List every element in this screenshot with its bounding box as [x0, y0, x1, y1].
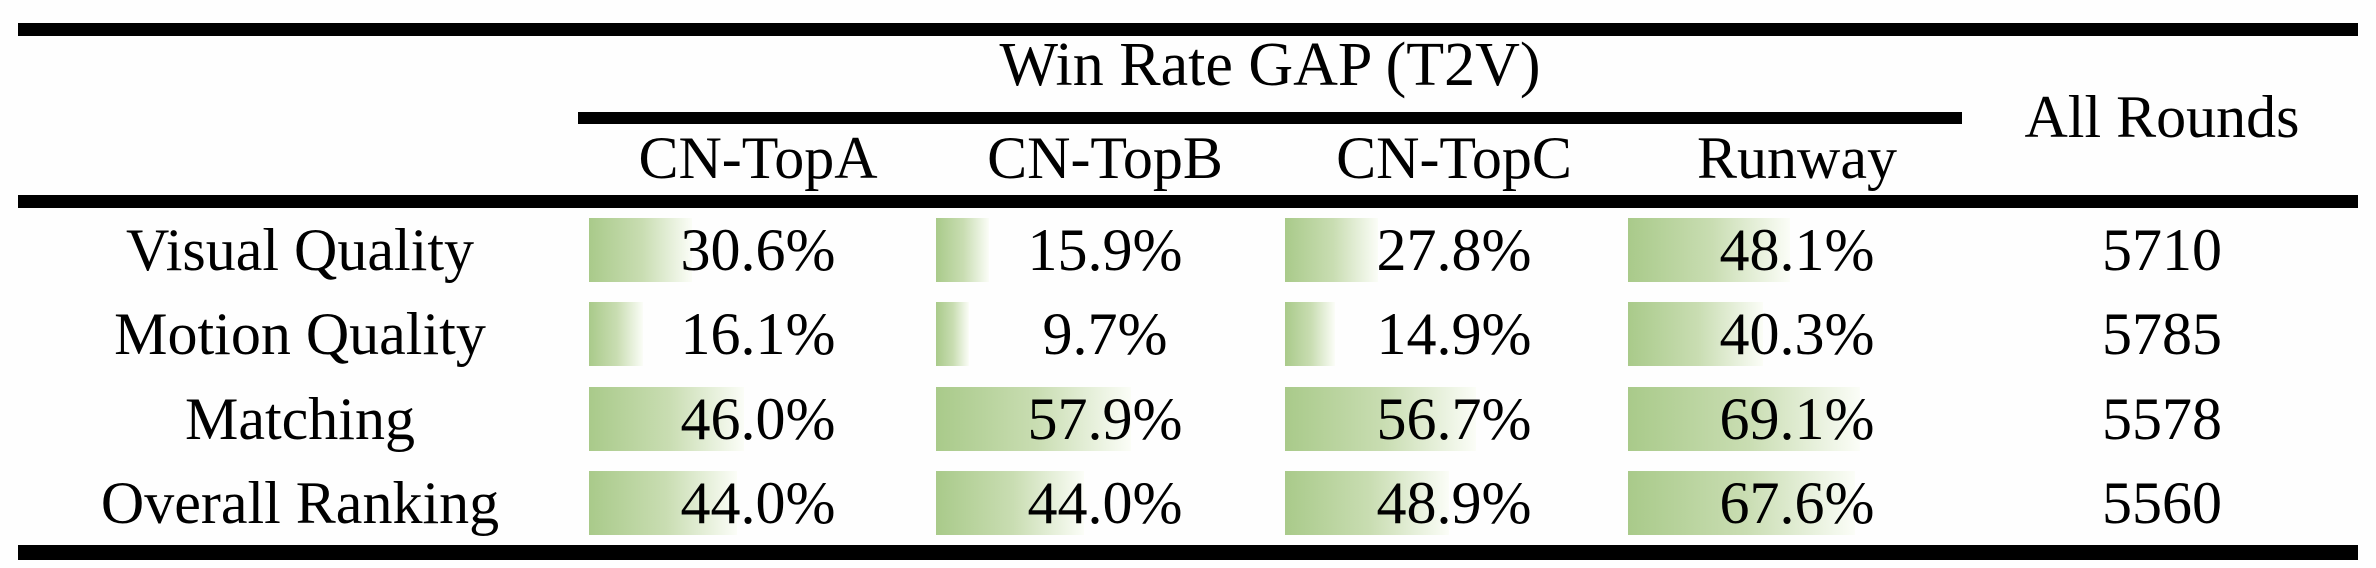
gap-cell: 40.3%	[1628, 292, 1966, 376]
gap-cell: 67.6%	[1628, 461, 1966, 545]
win-rate-bar	[936, 471, 1084, 535]
column-group-title: Win Rate GAP (T2V)	[999, 31, 1541, 99]
table-bottom-rule	[18, 545, 2358, 560]
gap-cell: 69.1%	[1628, 377, 1966, 461]
gap-cell: 48.1%	[1628, 208, 1966, 292]
gap-cell: 57.9%	[936, 377, 1274, 461]
gap-cell: 16.1%	[589, 292, 927, 376]
column-header-cn-topc: CN-TopC	[1336, 125, 1572, 191]
table-row: Visual Quality 30.6% 15.9% 27.8% 48.1% 5…	[0, 208, 2376, 292]
table-row: Motion Quality 16.1% 9.7% 14.9% 40.3% 57…	[0, 292, 2376, 376]
all-rounds-value: 5578	[2102, 385, 2222, 452]
win-rate-bar	[589, 387, 744, 451]
row-label: Overall Ranking	[100, 469, 500, 536]
gap-value: 48.9%	[1376, 469, 1532, 536]
all-rounds-value: 5785	[2102, 300, 2222, 367]
win-rate-bar	[589, 471, 737, 535]
win-rate-bar	[1628, 218, 1790, 282]
gap-value: 9.7%	[1042, 300, 1168, 367]
gap-value: 44.0%	[1027, 469, 1183, 536]
gap-cell: 27.8%	[1285, 208, 1623, 292]
gap-value: 16.1%	[680, 300, 836, 367]
row-label: Motion Quality	[114, 300, 486, 367]
column-header-cn-topb: CN-TopB	[987, 125, 1223, 191]
column-group-underline-rule	[578, 112, 1962, 124]
win-rate-bar	[1628, 302, 1764, 366]
win-rate-bar	[589, 218, 692, 282]
gap-value: 48.1%	[1719, 216, 1875, 283]
win-rate-bar	[1628, 387, 1861, 451]
row-label: Visual Quality	[125, 216, 475, 283]
gap-value: 14.9%	[1376, 300, 1532, 367]
gap-value: 27.8%	[1376, 216, 1532, 283]
gap-value: 46.0%	[680, 385, 836, 452]
gap-value: 44.0%	[680, 469, 836, 536]
gap-value: 15.9%	[1027, 216, 1183, 283]
win-rate-bar	[1285, 387, 1476, 451]
gap-value: 30.6%	[680, 216, 836, 283]
win-rate-bar	[589, 302, 644, 366]
gap-value: 67.6%	[1719, 469, 1875, 536]
gap-cell: 44.0%	[936, 461, 1274, 545]
header-separator-rule	[18, 195, 2358, 208]
all-rounds-column-header: All Rounds	[2024, 84, 2300, 150]
all-rounds-value: 5710	[2102, 216, 2222, 283]
gap-cell: 9.7%	[936, 292, 1274, 376]
gap-value: 57.9%	[1027, 385, 1183, 452]
gap-cell: 14.9%	[1285, 292, 1623, 376]
win-rate-bar	[1285, 471, 1450, 535]
gap-cell: 30.6%	[589, 208, 927, 292]
gap-cell: 15.9%	[936, 208, 1274, 292]
gap-value: 40.3%	[1719, 300, 1875, 367]
gap-cell: 56.7%	[1285, 377, 1623, 461]
row-label: Matching	[185, 385, 415, 452]
win-rate-bar	[936, 302, 969, 366]
gap-cell: 48.9%	[1285, 461, 1623, 545]
column-header-cn-topa: CN-TopA	[638, 125, 878, 191]
gap-cell: 46.0%	[589, 377, 927, 461]
all-rounds-value: 5560	[2102, 469, 2222, 536]
table-row: Overall Ranking 44.0% 44.0% 48.9% 67.6% …	[0, 461, 2376, 545]
gap-value: 69.1%	[1719, 385, 1875, 452]
column-header-runway: Runway	[1697, 125, 1897, 191]
table-row: Matching 46.0% 57.9% 56.7% 69.1% 5578	[0, 377, 2376, 461]
win-rate-bar	[1285, 218, 1379, 282]
win-rate-bar	[1285, 302, 1336, 366]
win-rate-bar	[1628, 471, 1856, 535]
gap-value: 56.7%	[1376, 385, 1532, 452]
win-rate-bar	[936, 218, 990, 282]
win-rate-bar	[936, 387, 1131, 451]
table-top-rule	[18, 23, 2358, 36]
gap-cell: 44.0%	[589, 461, 927, 545]
